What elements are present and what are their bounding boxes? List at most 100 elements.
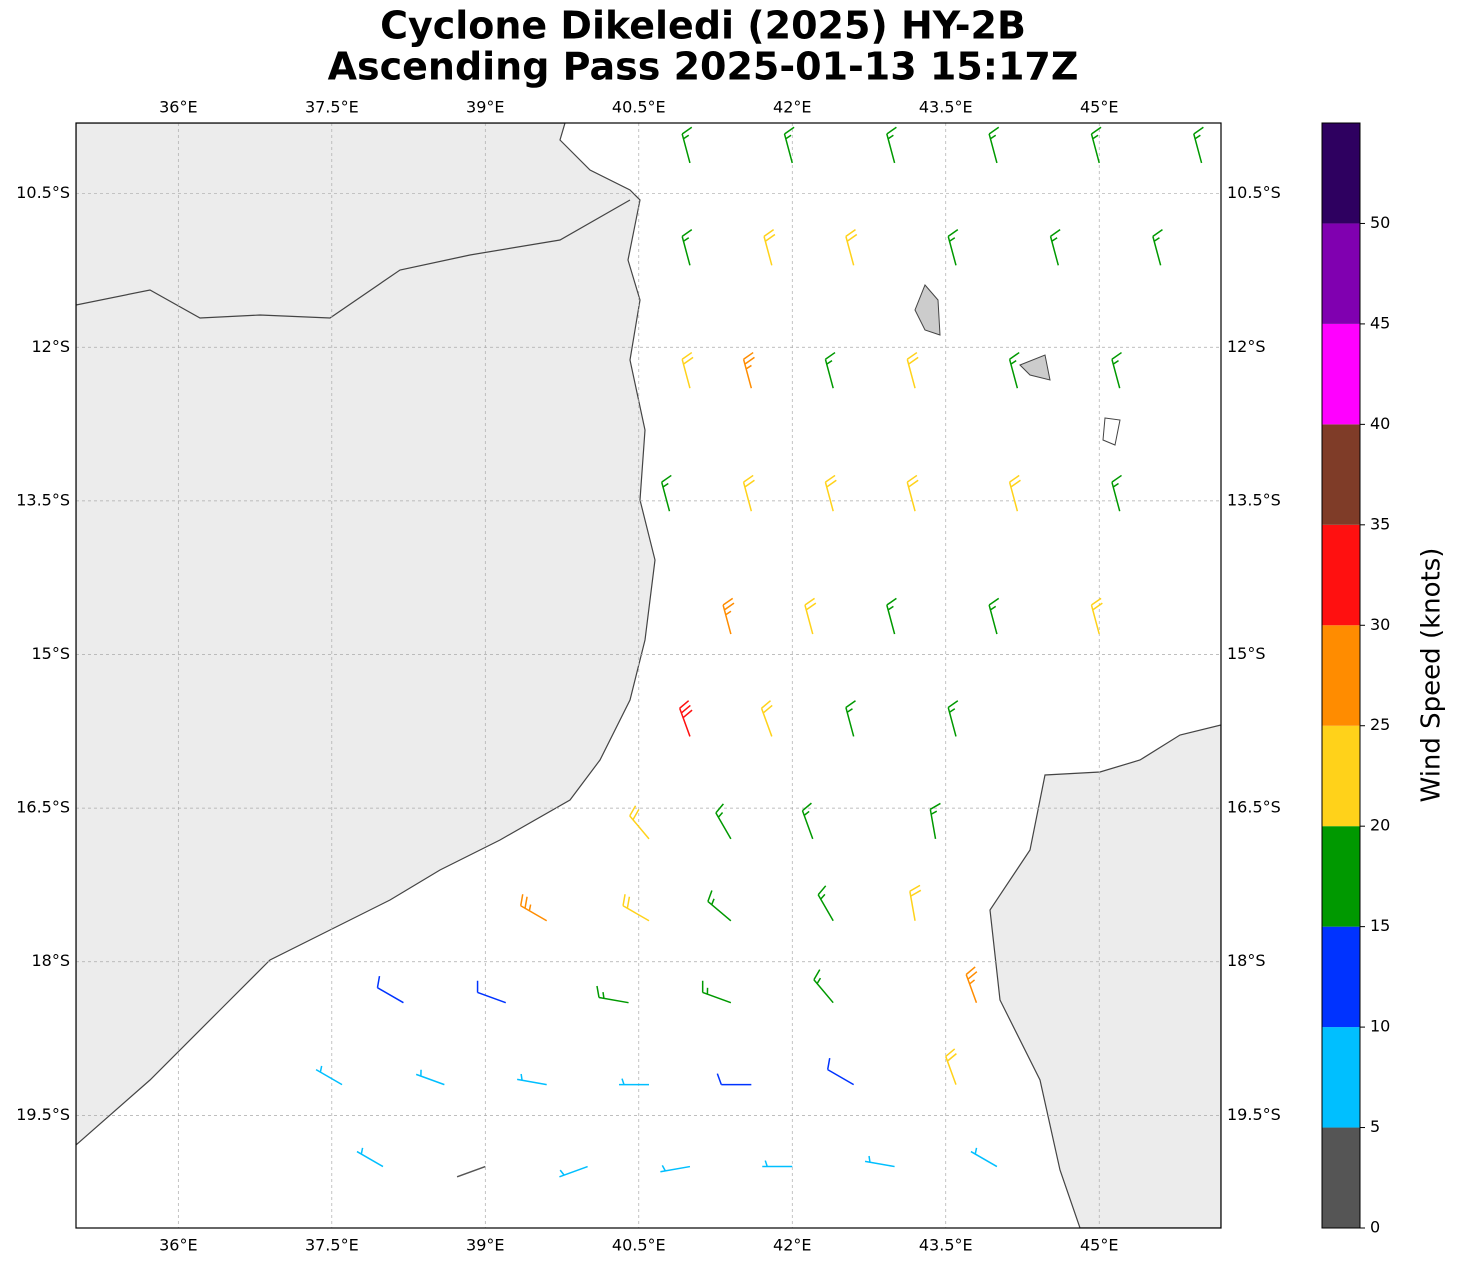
x-tick-label: 39°E xyxy=(466,98,504,117)
wind-barb xyxy=(716,1073,752,1086)
island xyxy=(1102,417,1121,446)
colorbar-segment xyxy=(1322,725,1360,827)
wind-barb xyxy=(929,802,941,839)
y-tick-label: 18°S xyxy=(31,951,70,970)
x-tick-label: 40.5°E xyxy=(612,98,666,117)
colorbar-segment xyxy=(1322,1027,1360,1128)
wind-barb xyxy=(824,474,837,512)
wind-barb xyxy=(596,985,629,1004)
colorbar-segment xyxy=(1322,826,1360,927)
wind-barb xyxy=(707,890,732,922)
wind-barb xyxy=(722,597,735,635)
wind-barb xyxy=(660,474,672,512)
madagascar-land xyxy=(989,724,1221,1228)
wind-barb xyxy=(845,700,856,737)
wind-barb xyxy=(517,1073,547,1086)
wind-barb xyxy=(701,980,732,1004)
colorbar-tick-label: 0 xyxy=(1370,1218,1380,1237)
wind-barb xyxy=(678,700,693,737)
y-tick-label: 16.5°S xyxy=(1227,798,1281,817)
wind-barb xyxy=(1008,351,1020,389)
colorbar-tick-label: 20 xyxy=(1370,816,1390,835)
colorbar: 0 5 10 15 20 25 30 35 40 45 50 xyxy=(1321,122,1390,1237)
wind-barb xyxy=(681,229,693,266)
x-tick-label: 39°E xyxy=(466,1236,504,1255)
wind-barb xyxy=(988,597,1000,635)
lake-shore xyxy=(76,199,631,319)
wind-barb xyxy=(909,884,922,921)
x-tick-label: 37.5°E xyxy=(305,1236,359,1255)
wind-barb xyxy=(315,1065,343,1086)
colorbar-tick-label: 40 xyxy=(1370,414,1390,433)
wind-barb xyxy=(945,1048,957,1085)
grid-layer xyxy=(76,123,1221,1228)
wind-barb xyxy=(629,805,650,840)
x-tick-label: 43.5°E xyxy=(919,98,973,117)
wind-barb xyxy=(763,229,776,266)
island xyxy=(914,284,941,336)
y-tick-label: 18°S xyxy=(1227,951,1266,970)
colorbar-tick-label: 15 xyxy=(1370,916,1390,935)
colorbar-tick-label: 35 xyxy=(1370,514,1390,533)
wind-barb xyxy=(988,126,1000,164)
wind-barb xyxy=(476,980,507,1004)
wind-barb xyxy=(715,803,732,840)
colorbar-segment xyxy=(1322,524,1360,626)
wind-barb xyxy=(783,126,795,164)
wind-barb xyxy=(845,229,858,266)
map-background xyxy=(76,123,1221,1228)
wind-barb xyxy=(681,351,694,389)
wind-barb xyxy=(813,969,834,1004)
wind-barb xyxy=(742,351,755,389)
wind-barb xyxy=(886,126,897,164)
x-tick-label: 42°E xyxy=(773,1236,811,1255)
africa-land xyxy=(76,123,656,1146)
y-tick-label: 15°S xyxy=(1227,644,1266,663)
y-tick-label: 16.5°S xyxy=(16,798,70,817)
wind-barb xyxy=(864,1155,895,1168)
wind-barb xyxy=(619,1078,650,1086)
colorbar-segment xyxy=(1322,424,1360,525)
wind-barb xyxy=(906,474,919,512)
wind-barb xyxy=(559,1165,588,1178)
colorbar-segment xyxy=(1322,323,1360,425)
colorbar-segment xyxy=(1322,123,1360,224)
y-tick-label: 19.5°S xyxy=(16,1105,70,1124)
wind-barb xyxy=(1008,474,1021,512)
x-tick-label: 45°E xyxy=(1080,98,1118,117)
wind-barb xyxy=(965,966,978,1003)
y-tick-label: 19.5°S xyxy=(1227,1105,1281,1124)
x-tick-label: 45°E xyxy=(1080,1236,1118,1255)
wind-barb xyxy=(1049,229,1061,266)
wind-barb xyxy=(1090,597,1103,635)
colorbar-tick-label: 50 xyxy=(1370,213,1390,232)
y-tick-label: 13.5°S xyxy=(1227,490,1281,509)
wind-barb xyxy=(519,894,548,922)
wind-barb xyxy=(826,1057,855,1086)
colorbar-segment xyxy=(1322,1127,1360,1228)
wind-barb xyxy=(801,802,814,840)
colorbar-tick-label: 25 xyxy=(1370,715,1390,734)
wind-barb xyxy=(376,976,404,1004)
y-tick-label: 10.5°S xyxy=(16,183,70,202)
wind-barb xyxy=(681,126,693,164)
colorbar-frame xyxy=(1321,122,1361,1229)
wind-barb xyxy=(760,700,773,737)
wind-barb xyxy=(1111,351,1122,389)
y-tick-label: 12°S xyxy=(31,337,70,356)
y-tick-label: 10.5°S xyxy=(1227,183,1281,202)
colorbar-tick-label: 5 xyxy=(1370,1117,1380,1136)
wind-barb xyxy=(947,229,959,266)
colorbar-label: Wind Speed (knots) xyxy=(1417,548,1447,803)
x-tick-label: 43.5°E xyxy=(919,1236,973,1255)
wind-barb xyxy=(1111,474,1122,512)
colorbar-tick-label: 30 xyxy=(1370,615,1390,634)
wind-barb xyxy=(622,894,650,922)
x-tick-label: 37.5°E xyxy=(305,98,359,117)
title-line: Ascending Pass 2025-01-13 15:17Z xyxy=(328,45,1079,89)
wind-barb xyxy=(970,1147,998,1168)
x-tick-label: 40.5°E xyxy=(612,1236,666,1255)
wind-barb xyxy=(742,474,755,512)
x-tick-label: 42°E xyxy=(773,98,811,117)
